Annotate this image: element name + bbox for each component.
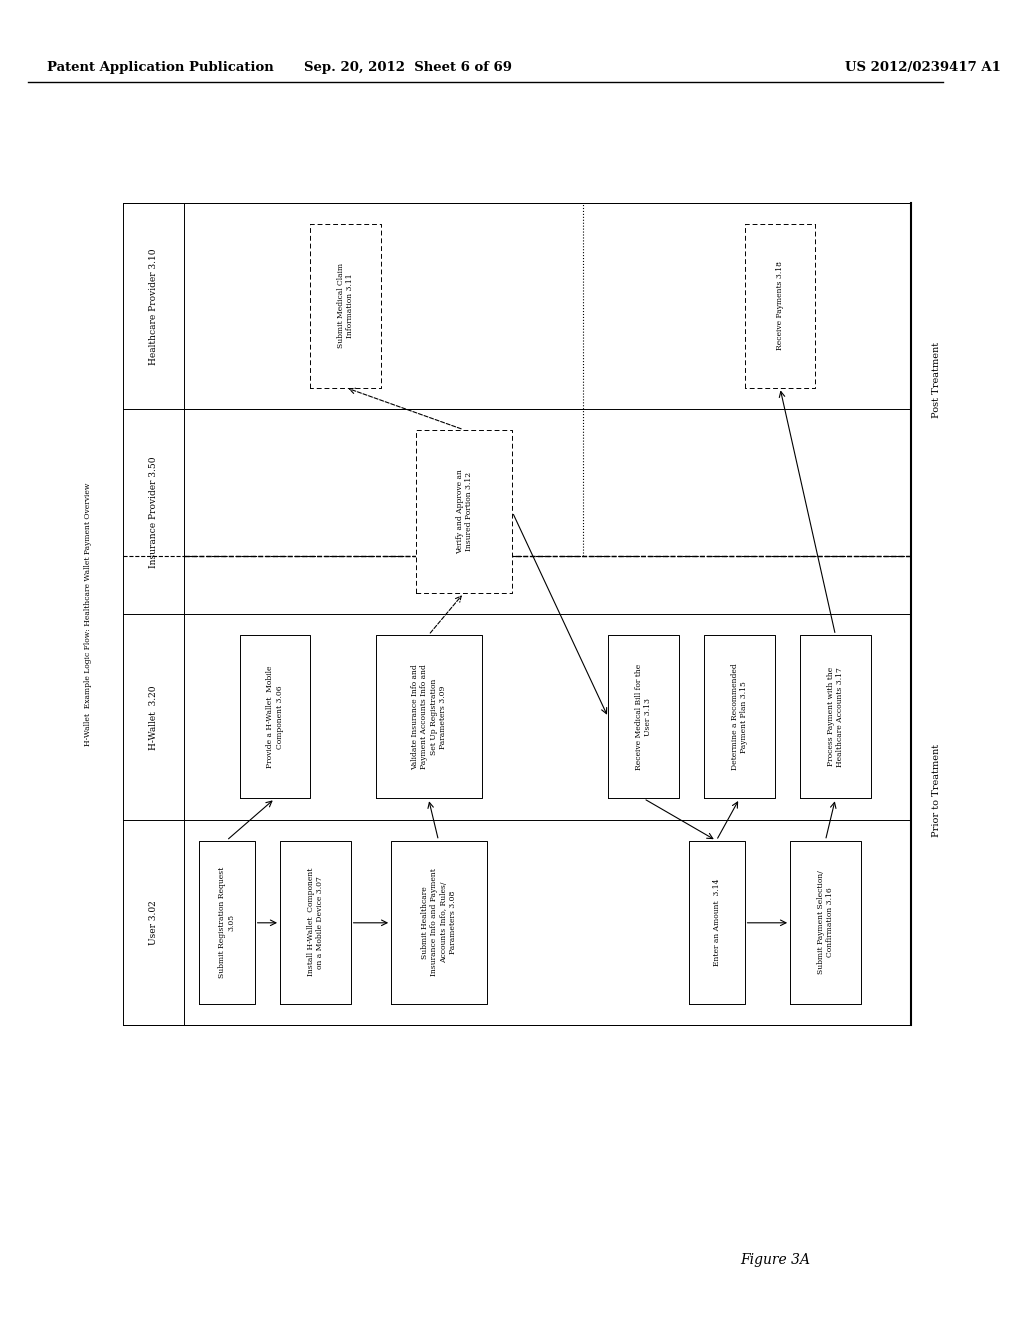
Polygon shape [240, 635, 310, 799]
Text: Submit Medical Claim
Information 3.11: Submit Medical Claim Information 3.11 [337, 264, 354, 348]
Text: Healthcare Provider 3.10: Healthcare Provider 3.10 [150, 248, 158, 364]
Polygon shape [376, 635, 482, 799]
Text: Install H-Wallet  Component
on a Mobile Device 3.07: Install H-Wallet Component on a Mobile D… [307, 869, 324, 977]
Polygon shape [791, 841, 861, 1005]
Polygon shape [705, 635, 775, 799]
Polygon shape [310, 224, 381, 388]
Text: Enter an Amount  3.14: Enter an Amount 3.14 [713, 879, 721, 966]
Polygon shape [608, 635, 679, 799]
Text: Prior to Treatment: Prior to Treatment [932, 744, 941, 837]
Text: Validate Insurance Info and
Payment Accounts Info and
Set Up Registration
Parame: Validate Insurance Info and Payment Acco… [411, 664, 446, 770]
Text: Determine a Recommended
Payment Plan 3.15: Determine a Recommended Payment Plan 3.1… [731, 664, 749, 770]
Text: Provide a H-Wallet  Mobile
Component 3.06: Provide a H-Wallet Mobile Component 3.06 [266, 665, 284, 768]
Polygon shape [744, 224, 815, 388]
Text: Submit Payment Selection/
Confirmation 3.16: Submit Payment Selection/ Confirmation 3… [817, 870, 834, 974]
Text: Verify and Approve an
Insured Portion 3.12: Verify and Approve an Insured Portion 3.… [456, 469, 473, 554]
Polygon shape [391, 841, 487, 1005]
Text: H-Wallet  Example Logic Flow: Healthcare Wallet Payment Overview: H-Wallet Example Logic Flow: Healthcare … [84, 482, 92, 746]
Text: Process Payment with the
Healthcare Accounts 3.17: Process Payment with the Healthcare Acco… [826, 667, 844, 767]
Text: Receive Medical Bill for the
User 3.13: Receive Medical Bill for the User 3.13 [635, 664, 652, 770]
Text: Receive Payments 3.18: Receive Payments 3.18 [776, 261, 784, 350]
Text: Sep. 20, 2012  Sheet 6 of 69: Sep. 20, 2012 Sheet 6 of 69 [304, 62, 512, 74]
Text: US 2012/0239417 A1: US 2012/0239417 A1 [845, 62, 1000, 74]
Text: H-Wallet  3.20: H-Wallet 3.20 [150, 685, 158, 750]
Text: Insurance Provider 3.50: Insurance Provider 3.50 [150, 457, 158, 568]
Polygon shape [689, 841, 744, 1005]
Text: User 3.02: User 3.02 [150, 900, 158, 945]
Text: Patent Application Publication: Patent Application Publication [47, 62, 274, 74]
Text: Submit Registration Request
3.05: Submit Registration Request 3.05 [218, 867, 236, 978]
Polygon shape [199, 841, 255, 1005]
Polygon shape [280, 841, 350, 1005]
Text: Submit Healthcare
Insurance Info and Payment
Accounts Info, Rules/
Parameters 3.: Submit Healthcare Insurance Info and Pay… [421, 869, 457, 977]
Text: Post Treatment: Post Treatment [932, 342, 941, 417]
Polygon shape [800, 635, 870, 799]
Polygon shape [417, 430, 512, 593]
Text: Figure 3A: Figure 3A [740, 1253, 810, 1267]
